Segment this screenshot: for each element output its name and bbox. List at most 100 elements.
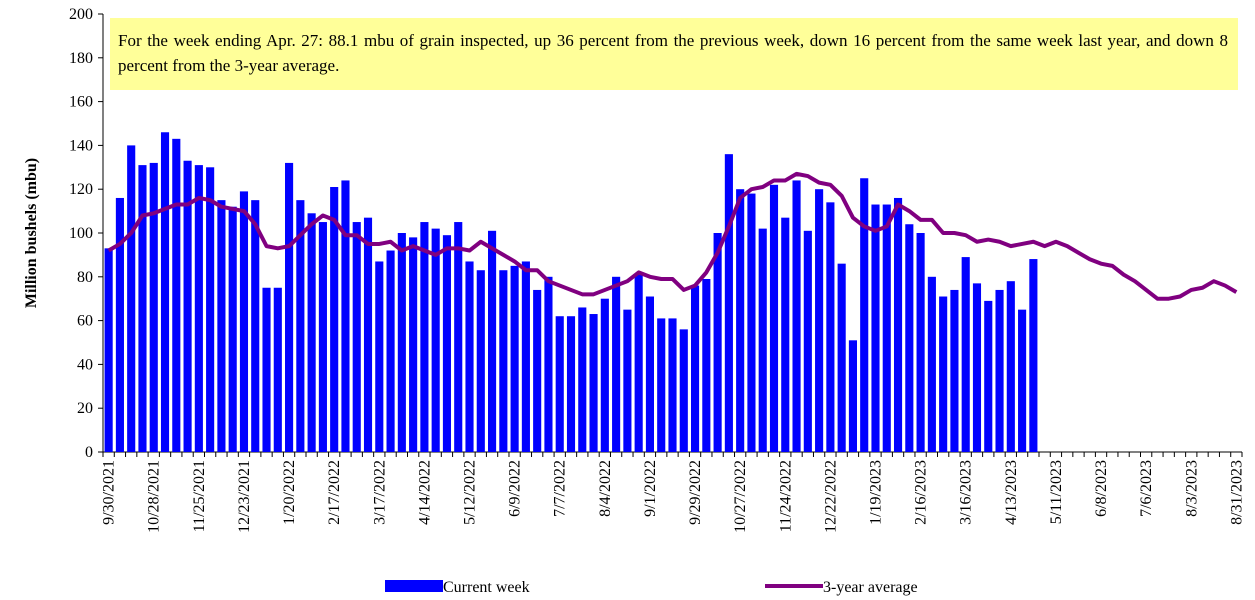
bar: [792, 180, 801, 452]
x-tick-label: 1/19/2023: [867, 460, 884, 525]
bar: [781, 217, 790, 452]
y-tick-label: 20: [77, 400, 93, 417]
bar: [138, 165, 147, 453]
legend-label: Current week: [443, 579, 530, 596]
bar: [690, 285, 700, 452]
bar: [645, 296, 655, 452]
y-tick-label: 160: [69, 94, 93, 111]
bar: [149, 162, 158, 453]
bar: [803, 230, 812, 452]
bar: [578, 307, 587, 452]
y-tick-label: 200: [69, 6, 93, 23]
bar: [1018, 309, 1027, 452]
bar: [724, 154, 733, 452]
y-tick-label: 0: [85, 444, 93, 461]
bar: [860, 178, 869, 452]
y-tick-label: 60: [77, 313, 93, 330]
x-tick-label: 9/1/2022: [642, 460, 659, 517]
bar: [769, 184, 779, 452]
x-tick-label: 12/23/2021: [236, 460, 253, 533]
bar: [352, 222, 361, 452]
bar: [363, 217, 373, 452]
x-tick-label: 8/4/2022: [597, 460, 614, 517]
bar: [736, 189, 745, 452]
x-tick-label: 7/6/2023: [1138, 460, 1155, 517]
bar: [127, 145, 136, 452]
x-tick-label: 5/11/2023: [1048, 460, 1065, 524]
bar: [115, 197, 124, 452]
bar: [747, 193, 756, 452]
x-tick-label: 2/16/2023: [913, 460, 930, 525]
bar: [273, 287, 282, 452]
bar: [950, 289, 959, 452]
bar: [916, 233, 925, 452]
x-tick-label: 3/16/2023: [958, 460, 975, 525]
x-tick-label: 11/24/2022: [777, 460, 794, 532]
bar: [713, 233, 722, 452]
x-tick-label: 7/7/2022: [552, 460, 569, 517]
x-tick-label: 8/3/2023: [1183, 460, 1200, 517]
x-tick-label: 3/17/2022: [371, 460, 388, 525]
bar: [871, 204, 880, 452]
bar: [589, 314, 598, 452]
bar: [533, 289, 542, 452]
bar: [465, 261, 474, 452]
bar: [386, 250, 395, 452]
bar: [600, 298, 609, 452]
bar: [815, 189, 824, 452]
bar: [961, 257, 970, 452]
x-tick-label: 6/8/2023: [1093, 460, 1110, 517]
bar: [239, 191, 249, 452]
x-tick-label: 4/13/2023: [1003, 460, 1020, 525]
bar: [521, 261, 530, 452]
bar: [397, 233, 406, 452]
bar: [837, 263, 846, 452]
bar: [668, 318, 677, 452]
bar: [104, 248, 113, 452]
bar: [431, 228, 440, 452]
y-tick-label: 40: [77, 356, 93, 373]
bar: [612, 276, 621, 452]
y-tick-label: 100: [69, 225, 93, 242]
bar: [939, 296, 948, 452]
bar: [375, 261, 384, 452]
x-tick-label: 9/29/2022: [687, 460, 704, 525]
bar: [160, 132, 170, 452]
bar: [758, 228, 767, 452]
bar: [623, 309, 632, 452]
y-axis-label: Million bushels (mbu): [23, 158, 40, 308]
bar: [984, 300, 993, 452]
bar: [442, 235, 452, 452]
x-tick-label: 10/28/2021: [146, 460, 163, 533]
bar: [318, 222, 327, 452]
bar: [566, 316, 576, 452]
bar: [1006, 281, 1015, 452]
bar: [206, 167, 215, 453]
bar: [476, 270, 485, 452]
x-tick-label: 2/17/2022: [326, 460, 343, 525]
x-tick-label: 8/31/2023: [1228, 460, 1245, 525]
legend-label: 3-year average: [823, 579, 918, 596]
y-tick-label: 80: [77, 269, 93, 286]
legend-swatch: [385, 580, 443, 592]
bar: [927, 276, 936, 452]
bar: [905, 224, 914, 452]
x-tick-label: 6/9/2022: [507, 460, 524, 517]
bar: [228, 206, 237, 452]
bar: [341, 180, 350, 452]
bar: [848, 340, 857, 452]
bar: [510, 265, 519, 452]
bar: [1029, 259, 1038, 452]
bar: [893, 197, 903, 452]
bar: [420, 222, 429, 452]
bar: [454, 222, 463, 452]
bar: [826, 202, 835, 452]
bar: [702, 278, 711, 452]
bar: [285, 162, 294, 453]
x-tick-label: 12/22/2022: [822, 460, 839, 533]
bar: [555, 316, 564, 452]
bar: [251, 200, 260, 452]
y-tick-label: 180: [69, 50, 93, 67]
